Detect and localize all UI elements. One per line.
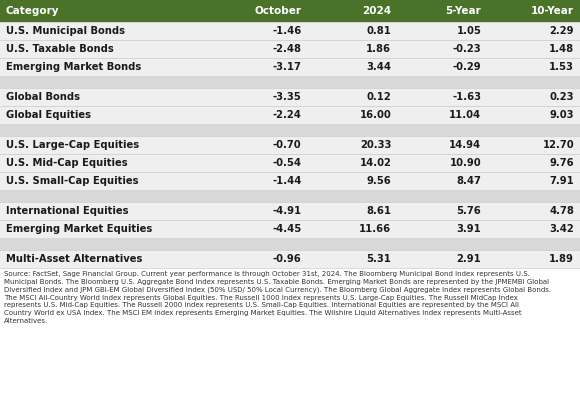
Text: -0.54: -0.54 [273, 158, 302, 168]
Text: -2.24: -2.24 [273, 110, 302, 120]
Text: 1.86: 1.86 [367, 44, 392, 54]
Text: 14.94: 14.94 [449, 140, 481, 150]
Text: 10-Year: 10-Year [531, 6, 574, 16]
Text: -0.96: -0.96 [273, 254, 302, 264]
Bar [0, 40, 580, 58]
Text: -1.46: -1.46 [272, 26, 302, 36]
Text: U.S. Mid-Cap Equities: U.S. Mid-Cap Equities [6, 158, 128, 168]
Bar [0, 220, 580, 238]
Text: -1.63: -1.63 [452, 92, 481, 102]
Text: International Equities: International Equities [6, 206, 129, 216]
Text: 2.91: 2.91 [456, 254, 481, 264]
Text: 8.61: 8.61 [367, 206, 392, 216]
Text: 3.91: 3.91 [456, 224, 481, 234]
Bar [0, 202, 580, 220]
Bar [0, 250, 580, 268]
Text: 1.48: 1.48 [549, 44, 574, 54]
Text: U.S. Municipal Bonds: U.S. Municipal Bonds [6, 26, 125, 36]
Text: U.S. Taxable Bonds: U.S. Taxable Bonds [6, 44, 114, 54]
Text: 20.33: 20.33 [360, 140, 392, 150]
Text: 1.53: 1.53 [549, 62, 574, 72]
Text: October: October [255, 6, 302, 16]
Bar [0, 58, 580, 76]
Text: 11.66: 11.66 [359, 224, 392, 234]
Text: -4.91: -4.91 [272, 206, 302, 216]
Bar [0, 22, 580, 40]
Text: 12.70: 12.70 [542, 140, 574, 150]
Bar [0, 88, 580, 106]
Text: -1.44: -1.44 [272, 176, 302, 186]
Text: 2024: 2024 [362, 6, 392, 16]
Text: 0.23: 0.23 [549, 92, 574, 102]
Text: 1.89: 1.89 [549, 254, 574, 264]
Bar [0, 0, 580, 22]
Text: 2.29: 2.29 [549, 26, 574, 36]
Bar [0, 154, 580, 172]
Text: 9.56: 9.56 [367, 176, 392, 186]
Text: 9.76: 9.76 [549, 158, 574, 168]
Text: 8.47: 8.47 [456, 176, 481, 186]
Text: 5.76: 5.76 [456, 206, 481, 216]
Bar [0, 136, 580, 154]
Text: Global Bonds: Global Bonds [6, 92, 80, 102]
Bar [0, 106, 580, 124]
Text: 11.04: 11.04 [449, 110, 481, 120]
Text: 5.31: 5.31 [367, 254, 392, 264]
Text: 9.03: 9.03 [549, 110, 574, 120]
Text: 14.02: 14.02 [360, 158, 392, 168]
Text: 3.44: 3.44 [367, 62, 392, 72]
Text: 5-Year: 5-Year [445, 6, 481, 16]
Text: 0.12: 0.12 [367, 92, 392, 102]
Bar [0, 124, 580, 136]
Text: -0.23: -0.23 [452, 44, 481, 54]
Bar [0, 172, 580, 190]
Text: 10.90: 10.90 [450, 158, 481, 168]
Text: 16.00: 16.00 [360, 110, 392, 120]
Text: U.S. Large-Cap Equities: U.S. Large-Cap Equities [6, 140, 139, 150]
Text: Emerging Market Bonds: Emerging Market Bonds [6, 62, 142, 72]
Text: Category: Category [6, 6, 60, 16]
Text: -2.48: -2.48 [273, 44, 302, 54]
Text: -0.70: -0.70 [273, 140, 302, 150]
Bar [0, 76, 580, 88]
Text: U.S. Small-Cap Equities: U.S. Small-Cap Equities [6, 176, 139, 186]
Text: 7.91: 7.91 [549, 176, 574, 186]
Text: Global Equities: Global Equities [6, 110, 91, 120]
Text: -3.17: -3.17 [273, 62, 302, 72]
Text: Emerging Market Equities: Emerging Market Equities [6, 224, 152, 234]
Bar [0, 238, 580, 250]
Text: -0.29: -0.29 [452, 62, 481, 72]
Text: -3.35: -3.35 [273, 92, 302, 102]
Bar [0, 190, 580, 202]
Text: 1.05: 1.05 [456, 26, 481, 36]
Text: 0.81: 0.81 [367, 26, 392, 36]
Text: -4.45: -4.45 [272, 224, 302, 234]
Text: 4.78: 4.78 [549, 206, 574, 216]
Text: 3.42: 3.42 [549, 224, 574, 234]
Text: Multi-Asset Alternatives: Multi-Asset Alternatives [6, 254, 142, 264]
